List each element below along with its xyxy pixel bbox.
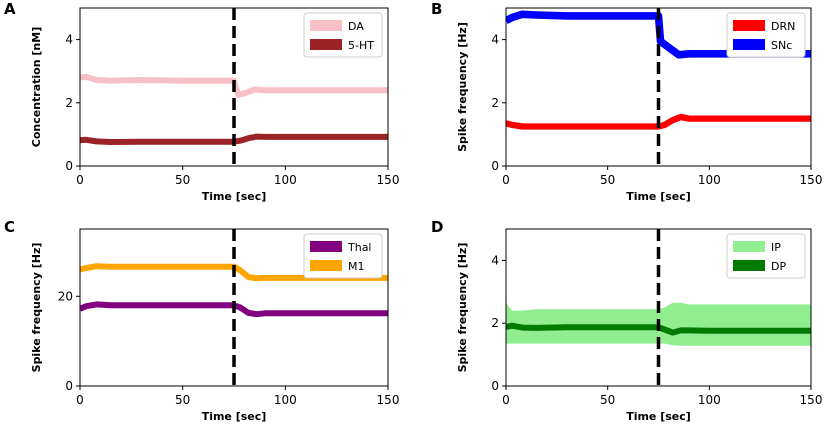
y-axis-label: Spike frequency [Hz] bbox=[456, 22, 469, 152]
x-axis-label: Time [sec] bbox=[626, 190, 691, 203]
axes-frame bbox=[505, 228, 812, 387]
axes-frame bbox=[79, 228, 389, 387]
x-tick-label: 50 bbox=[175, 173, 190, 187]
x-tick-label: 50 bbox=[175, 393, 190, 407]
x-tick-label: 0 bbox=[502, 393, 510, 407]
panel-letter: A bbox=[4, 0, 16, 18]
legend: Thal M1 bbox=[303, 233, 383, 279]
x-tick-label: 150 bbox=[377, 393, 400, 407]
x-tick-label: 0 bbox=[76, 393, 84, 407]
y-axis-label: Spike frequency [Hz] bbox=[30, 243, 43, 373]
axes-frame bbox=[505, 7, 812, 167]
x-tick-label: 50 bbox=[600, 393, 615, 407]
legend-swatch-5-ht bbox=[310, 39, 342, 50]
x-axis-label: Time [sec] bbox=[202, 410, 267, 423]
panel-letter: B bbox=[431, 0, 442, 18]
x-tick-label: 100 bbox=[274, 173, 297, 187]
y-tick-label: 4 bbox=[65, 33, 73, 47]
legend-swatch-dp bbox=[733, 260, 765, 271]
y-tick-label: 0 bbox=[65, 379, 73, 393]
legend-label-dp: DP bbox=[771, 260, 786, 273]
axes-frame bbox=[79, 7, 389, 167]
legend: DA 5-HT bbox=[303, 12, 383, 58]
y-tick-label: 2 bbox=[491, 96, 499, 110]
y-tick-label: 0 bbox=[491, 159, 499, 173]
legend-swatch-drn bbox=[733, 20, 765, 31]
legend-swatch-thal bbox=[310, 241, 342, 252]
legend-label-thal: Thal bbox=[347, 241, 372, 254]
legend: IP DP bbox=[726, 233, 806, 279]
panel-d: D 0 50 100 150 0 2 4 Time [sec] Spike frequency [… bbox=[431, 218, 822, 423]
legend-label-snc: SNc bbox=[771, 39, 792, 52]
legend-label-ip: IP bbox=[771, 241, 781, 254]
x-tick-label: 100 bbox=[274, 393, 297, 407]
panel-letter: C bbox=[4, 218, 15, 236]
y-tick-label: 2 bbox=[491, 316, 499, 330]
panel-c: C 0 50 100 150 0 20 Time [sec] Spike frequency [… bbox=[4, 218, 399, 423]
panel-b: B 0 50 100 150 0 2 4 Time [sec] Spike frequency [… bbox=[431, 0, 822, 203]
y-tick-label: 4 bbox=[491, 253, 499, 267]
panel-a: A 0 50 100 150 0 2 4 Time [sec] Concentration [nM… bbox=[4, 0, 399, 203]
x-tick-label: 150 bbox=[377, 173, 400, 187]
y-axis-label: Concentration [nM] bbox=[30, 27, 43, 147]
legend-swatch-ip bbox=[733, 241, 765, 252]
x-tick-label: 150 bbox=[800, 393, 823, 407]
x-tick-label: 50 bbox=[600, 173, 615, 187]
y-axis-label: Spike frequency [Hz] bbox=[456, 243, 469, 373]
legend-label-m1: M1 bbox=[348, 260, 365, 273]
y-tick-label: 0 bbox=[65, 159, 73, 173]
legend-box bbox=[726, 233, 806, 279]
legend: DRN SNc bbox=[726, 12, 806, 58]
y-tick-label: 20 bbox=[58, 289, 73, 303]
x-axis-label: Time [sec] bbox=[626, 410, 691, 423]
legend-swatch-snc bbox=[733, 39, 765, 50]
y-tick-label: 2 bbox=[65, 96, 73, 110]
x-tick-label: 150 bbox=[800, 173, 823, 187]
x-tick-label: 0 bbox=[502, 173, 510, 187]
x-tick-label: 100 bbox=[698, 173, 721, 187]
x-tick-label: 0 bbox=[76, 173, 84, 187]
legend-swatch-da bbox=[310, 20, 342, 31]
legend-swatch-m1 bbox=[310, 260, 342, 271]
x-tick-label: 100 bbox=[698, 393, 721, 407]
y-tick-label: 4 bbox=[491, 33, 499, 47]
x-axis-label: Time [sec] bbox=[202, 190, 267, 203]
panel-letter: D bbox=[431, 218, 443, 236]
legend-label-da: DA bbox=[348, 20, 364, 33]
y-tick-label: 0 bbox=[491, 379, 499, 393]
legend-label-5-ht: 5-HT bbox=[348, 39, 374, 52]
legend-label-drn: DRN bbox=[771, 20, 795, 33]
